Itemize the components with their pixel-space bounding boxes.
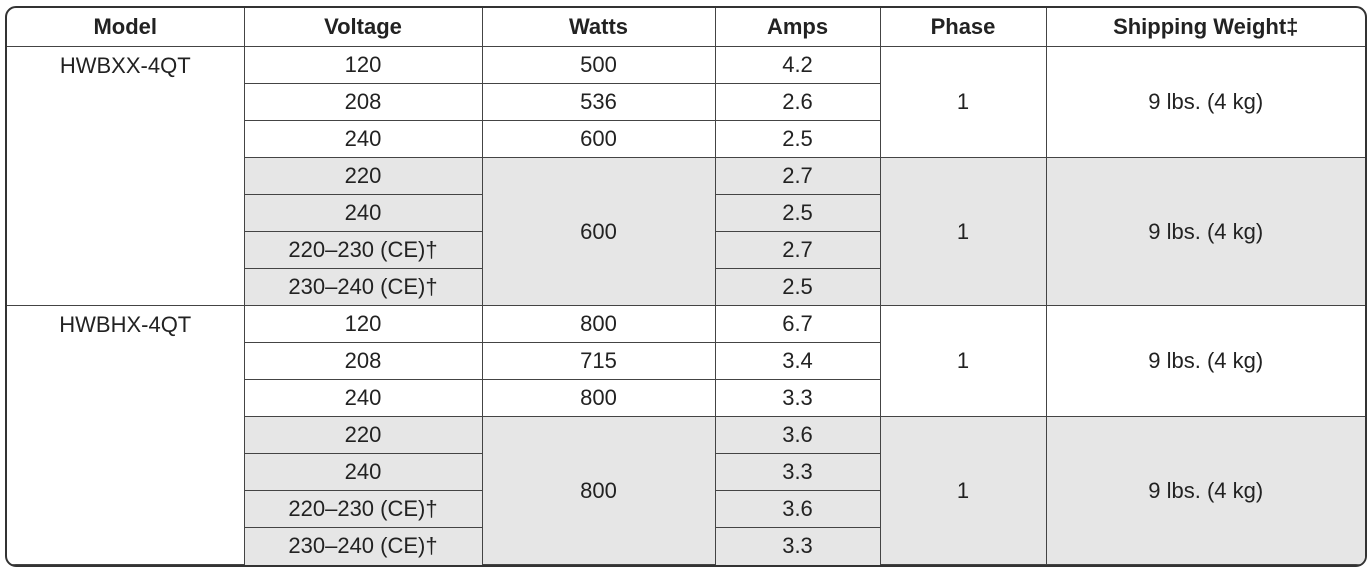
voltage-cell: 240 xyxy=(244,453,483,492)
voltage-cell: 230–240 (CE)† xyxy=(244,527,483,565)
voltage-cell: 120 xyxy=(243,45,483,85)
watts-cell: 800 xyxy=(481,305,716,344)
watts-cell: 800 xyxy=(481,416,716,565)
table-row: 240 800 3.3 xyxy=(7,379,1365,418)
table-row: 240 2.5 xyxy=(7,194,1365,233)
header-cell: Watts xyxy=(481,8,716,47)
header-cell: Shipping Weight‡ xyxy=(1045,8,1365,47)
watts-cell: 600 xyxy=(481,157,716,307)
table-row: 220 800 3.6 1 9 lbs. (4 kg) xyxy=(7,416,1365,565)
header-cell: Phase xyxy=(879,8,1047,47)
model-cell: HWBXX-4QT xyxy=(7,45,245,307)
amps-cell: 2.6 xyxy=(714,83,880,122)
amps-cell: 2.5 xyxy=(714,194,880,233)
amps-cell: 2.5 xyxy=(714,268,880,307)
voltage-cell: 220–230 (CE)† xyxy=(244,231,483,270)
voltage-cell: 240 xyxy=(244,379,483,418)
amps-cell: 3.4 xyxy=(714,342,880,381)
phase-cell: 1 xyxy=(879,157,1047,307)
amps-cell: 3.6 xyxy=(714,490,880,529)
amps-cell: 3.3 xyxy=(714,453,880,492)
voltage-cell: 220 xyxy=(244,157,483,196)
phase-cell: 1 xyxy=(879,45,1047,159)
watts-cell: 536 xyxy=(481,83,716,122)
voltage-cell: 240 xyxy=(244,194,483,233)
table-row: 220 600 2.7 1 9 lbs. (4 kg) xyxy=(7,157,1365,307)
table-row: HWBHX-4QT 120 800 6.7 1 9 lbs. (4 kg) xyxy=(7,305,1365,565)
table-row: 240 3.3 xyxy=(7,453,1365,492)
watts-cell: 800 xyxy=(481,379,716,418)
table-row: 230–240 (CE)† 3.3 xyxy=(7,527,1365,565)
amps-cell: 3.3 xyxy=(714,379,880,418)
amps-cell: 3.6 xyxy=(714,416,881,455)
spec-table: Model Voltage Watts Amps Phase Shipping Weigh… xyxy=(7,8,1365,565)
amps-cell: 3.3 xyxy=(714,527,880,565)
voltage-cell: 220–230 (CE)† xyxy=(244,490,483,529)
voltage-cell: 240 xyxy=(244,120,483,159)
table-row: 220–230 (CE)† 3.6 xyxy=(7,490,1365,529)
table-frame: Model Voltage Watts Amps Phase Shipping Weigh… xyxy=(5,6,1367,567)
watts-cell: 600 xyxy=(481,120,716,159)
voltage-cell: 208 xyxy=(244,342,483,381)
header-cell: Voltage xyxy=(243,8,483,47)
voltage-cell: 208 xyxy=(244,83,483,122)
weight-cell: 9 lbs. (4 kg) xyxy=(1045,416,1365,565)
voltage-cell: 120 xyxy=(243,305,483,344)
weight-cell: 9 lbs. (4 kg) xyxy=(1045,305,1365,418)
watts-cell: 500 xyxy=(481,45,716,85)
phase-cell: 1 xyxy=(879,305,1047,418)
amps-cell: 2.7 xyxy=(714,231,880,270)
amps-cell: 2.7 xyxy=(714,157,881,196)
model-cell: HWBHX-4QT xyxy=(7,305,245,565)
amps-cell: 2.5 xyxy=(714,120,880,159)
table-row: 240 600 2.5 xyxy=(7,120,1365,159)
amps-cell: 6.7 xyxy=(714,305,881,344)
watts-cell: 715 xyxy=(481,342,716,381)
amps-cell: 4.2 xyxy=(714,45,881,85)
table-row: HWBXX-4QT 120 500 4.2 1 9 lbs. (4 kg) xyxy=(7,45,1365,307)
weight-cell: 9 lbs. (4 kg) xyxy=(1045,157,1365,307)
table-row: 220–230 (CE)† 2.7 xyxy=(7,231,1365,270)
table-row: 208 715 3.4 xyxy=(7,342,1365,381)
voltage-cell: 220 xyxy=(244,416,483,455)
table-row: 208 536 2.6 xyxy=(7,83,1365,122)
table-row: 230–240 (CE)† 2.5 xyxy=(7,268,1365,307)
header-row: Model Voltage Watts Amps Phase Shipping Weigh… xyxy=(7,8,1365,47)
weight-cell: 9 lbs. (4 kg) xyxy=(1045,45,1365,159)
header-cell: Amps xyxy=(714,8,881,47)
table-body: HWBXX-4QT 120 500 4.2 1 9 lbs. (4 kg) 208 536 2.… xyxy=(7,45,1365,565)
voltage-cell: 230–240 (CE)† xyxy=(244,268,483,307)
phase-cell: 1 xyxy=(879,416,1047,565)
header-cell: Model xyxy=(7,8,245,47)
